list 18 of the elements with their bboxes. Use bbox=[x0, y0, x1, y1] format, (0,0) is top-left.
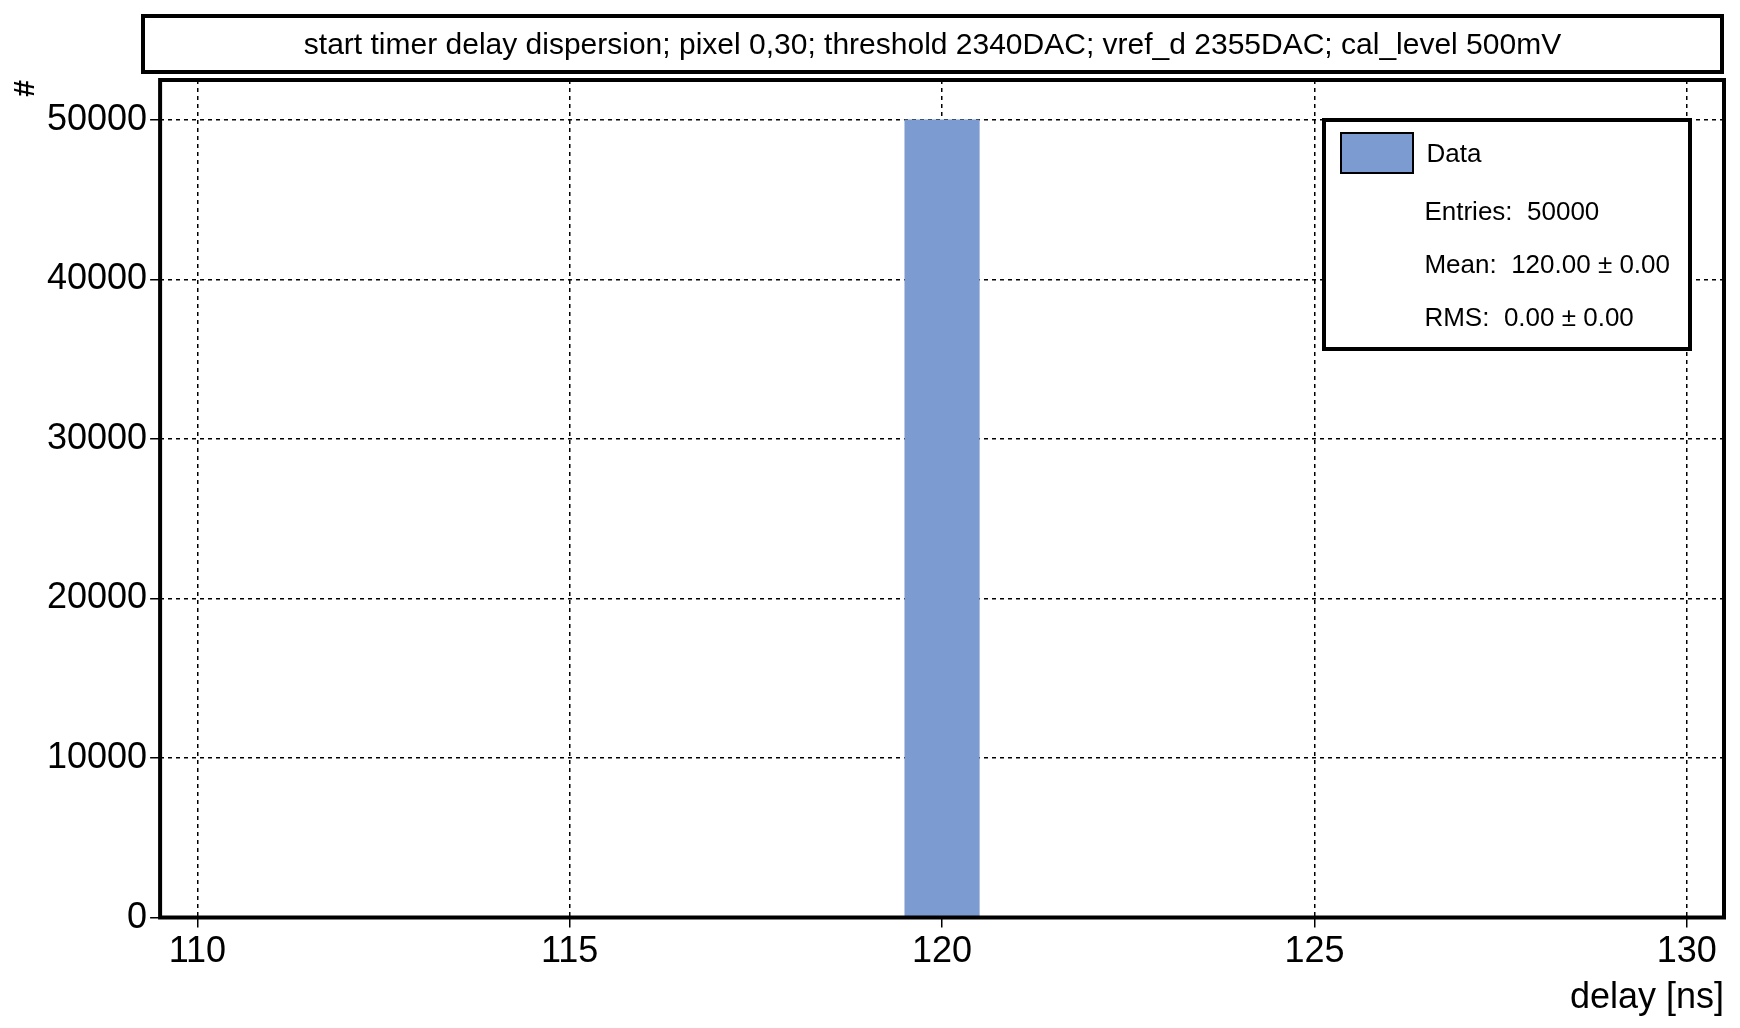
chart-title: start timer delay dispersion; pixel 0,30; threshold 2340DAC; vref_d 2355DAC; cal_level 500mV bbox=[141, 14, 1724, 74]
y-tick-label: 0 bbox=[127, 894, 148, 936]
x-tick-label: 125 bbox=[1284, 929, 1345, 971]
annotation: Mean: 120.00 ± 0.00 bbox=[1424, 249, 1670, 280]
annotation: Entries: 50000 bbox=[1424, 196, 1601, 227]
legend-label: Data bbox=[1426, 137, 1482, 169]
x-tick-label: 120 bbox=[912, 929, 973, 971]
x-tick-label: 110 bbox=[168, 929, 227, 971]
y-tick-label: 50000 bbox=[47, 96, 148, 138]
annotation: RMS: 0.00 ± 0.00 bbox=[1424, 302, 1635, 333]
x-tick-label: 115 bbox=[541, 929, 599, 971]
x-tick-label: 130 bbox=[1656, 929, 1717, 971]
x-axis-title: delay [ns] bbox=[1569, 975, 1724, 1017]
y-tick-label: 20000 bbox=[47, 575, 148, 617]
y-tick-label: 30000 bbox=[47, 415, 148, 457]
y-axis-title: # bbox=[7, 79, 41, 97]
y-tick-label: 40000 bbox=[47, 256, 148, 298]
y-tick-label: 10000 bbox=[47, 734, 148, 776]
